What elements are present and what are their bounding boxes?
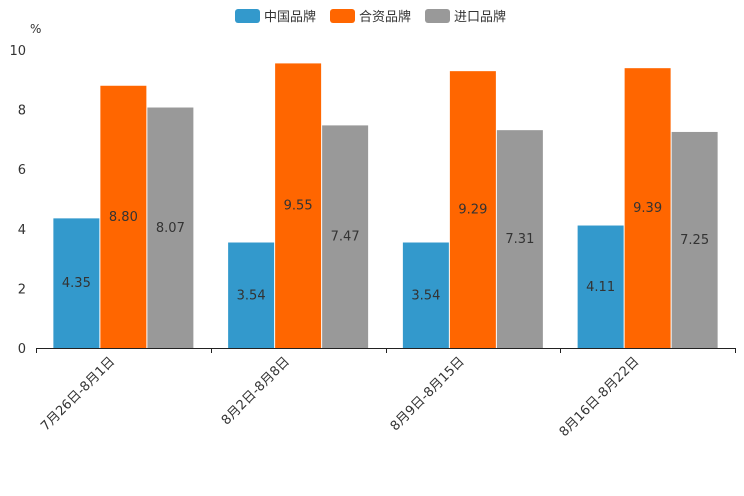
data-label-3-1: 8.07: [156, 221, 185, 236]
bar-3-4[interactable]: [671, 131, 718, 348]
y-tick-label-8: 8: [18, 104, 26, 119]
data-label-1-3: 3.54: [411, 288, 440, 303]
legend-swatch-1[interactable]: [235, 9, 260, 23]
data-label-3-3: 7.31: [505, 232, 534, 247]
legend-swatch-3[interactable]: [425, 9, 450, 23]
x-category-label-4: 8月16日-8月22日: [557, 354, 643, 440]
bar-1-2[interactable]: [228, 242, 275, 348]
bar-3-1[interactable]: [147, 107, 194, 348]
y-axis-unit-label: %: [30, 22, 41, 36]
y-tick-label-6: 6: [18, 163, 26, 178]
bar-2-3[interactable]: [449, 71, 496, 349]
bar-2-1[interactable]: [100, 85, 147, 348]
data-labels: 4.35 8.80 8.07 3.54 9.55 7.47 3.54 9.29 7.31 4.11…: [62, 199, 709, 304]
y-tick-label-0: 0: [18, 342, 26, 357]
y-tick-label-2: 2: [18, 282, 26, 297]
bar-1-1[interactable]: [53, 218, 100, 348]
bar-3-2[interactable]: [322, 125, 369, 348]
y-tick-label-10: 10: [9, 44, 26, 59]
legend-label-2[interactable]: 合资品牌: [359, 9, 411, 25]
data-label-1-4: 4.11: [586, 280, 615, 295]
x-category-label-1: 7月26日-8月1日: [38, 354, 118, 434]
bar-2-4[interactable]: [624, 68, 671, 348]
y-tick-label-4: 4: [18, 223, 26, 238]
x-category-label-2: 8月2日-8月8日: [219, 354, 293, 428]
legend-swatch-2[interactable]: [330, 9, 355, 23]
data-label-2-2: 9.55: [284, 199, 313, 214]
bar-1-4[interactable]: [577, 225, 624, 348]
data-label-1-2: 3.54: [237, 288, 266, 303]
bar-1-3[interactable]: [402, 242, 449, 348]
legend-label-1[interactable]: 中国品牌: [264, 9, 316, 25]
data-label-2-3: 9.29: [458, 203, 487, 218]
legend-label-3[interactable]: 进口品牌: [454, 9, 506, 25]
bars: [53, 63, 718, 349]
x-axis: 7月26日-8月1日 8月2日-8月8日 8月9日-8月15日 8月16日-8月22日: [36, 348, 736, 440]
bar-3-3[interactable]: [496, 130, 543, 348]
y-axis-ticks: 0 2 4 6 8 10: [9, 44, 26, 357]
data-label-1-1: 4.35: [62, 276, 91, 291]
data-label-3-2: 7.47: [331, 230, 360, 245]
data-label-2-4: 9.39: [633, 201, 662, 216]
data-label-3-4: 7.25: [680, 233, 709, 248]
data-label-2-1: 8.80: [109, 210, 138, 225]
x-category-label-3: 8月9日-8月15日: [388, 354, 468, 434]
legend: 中国品牌 合资品牌 进口品牌: [235, 9, 506, 25]
bar-2-2[interactable]: [275, 63, 322, 348]
